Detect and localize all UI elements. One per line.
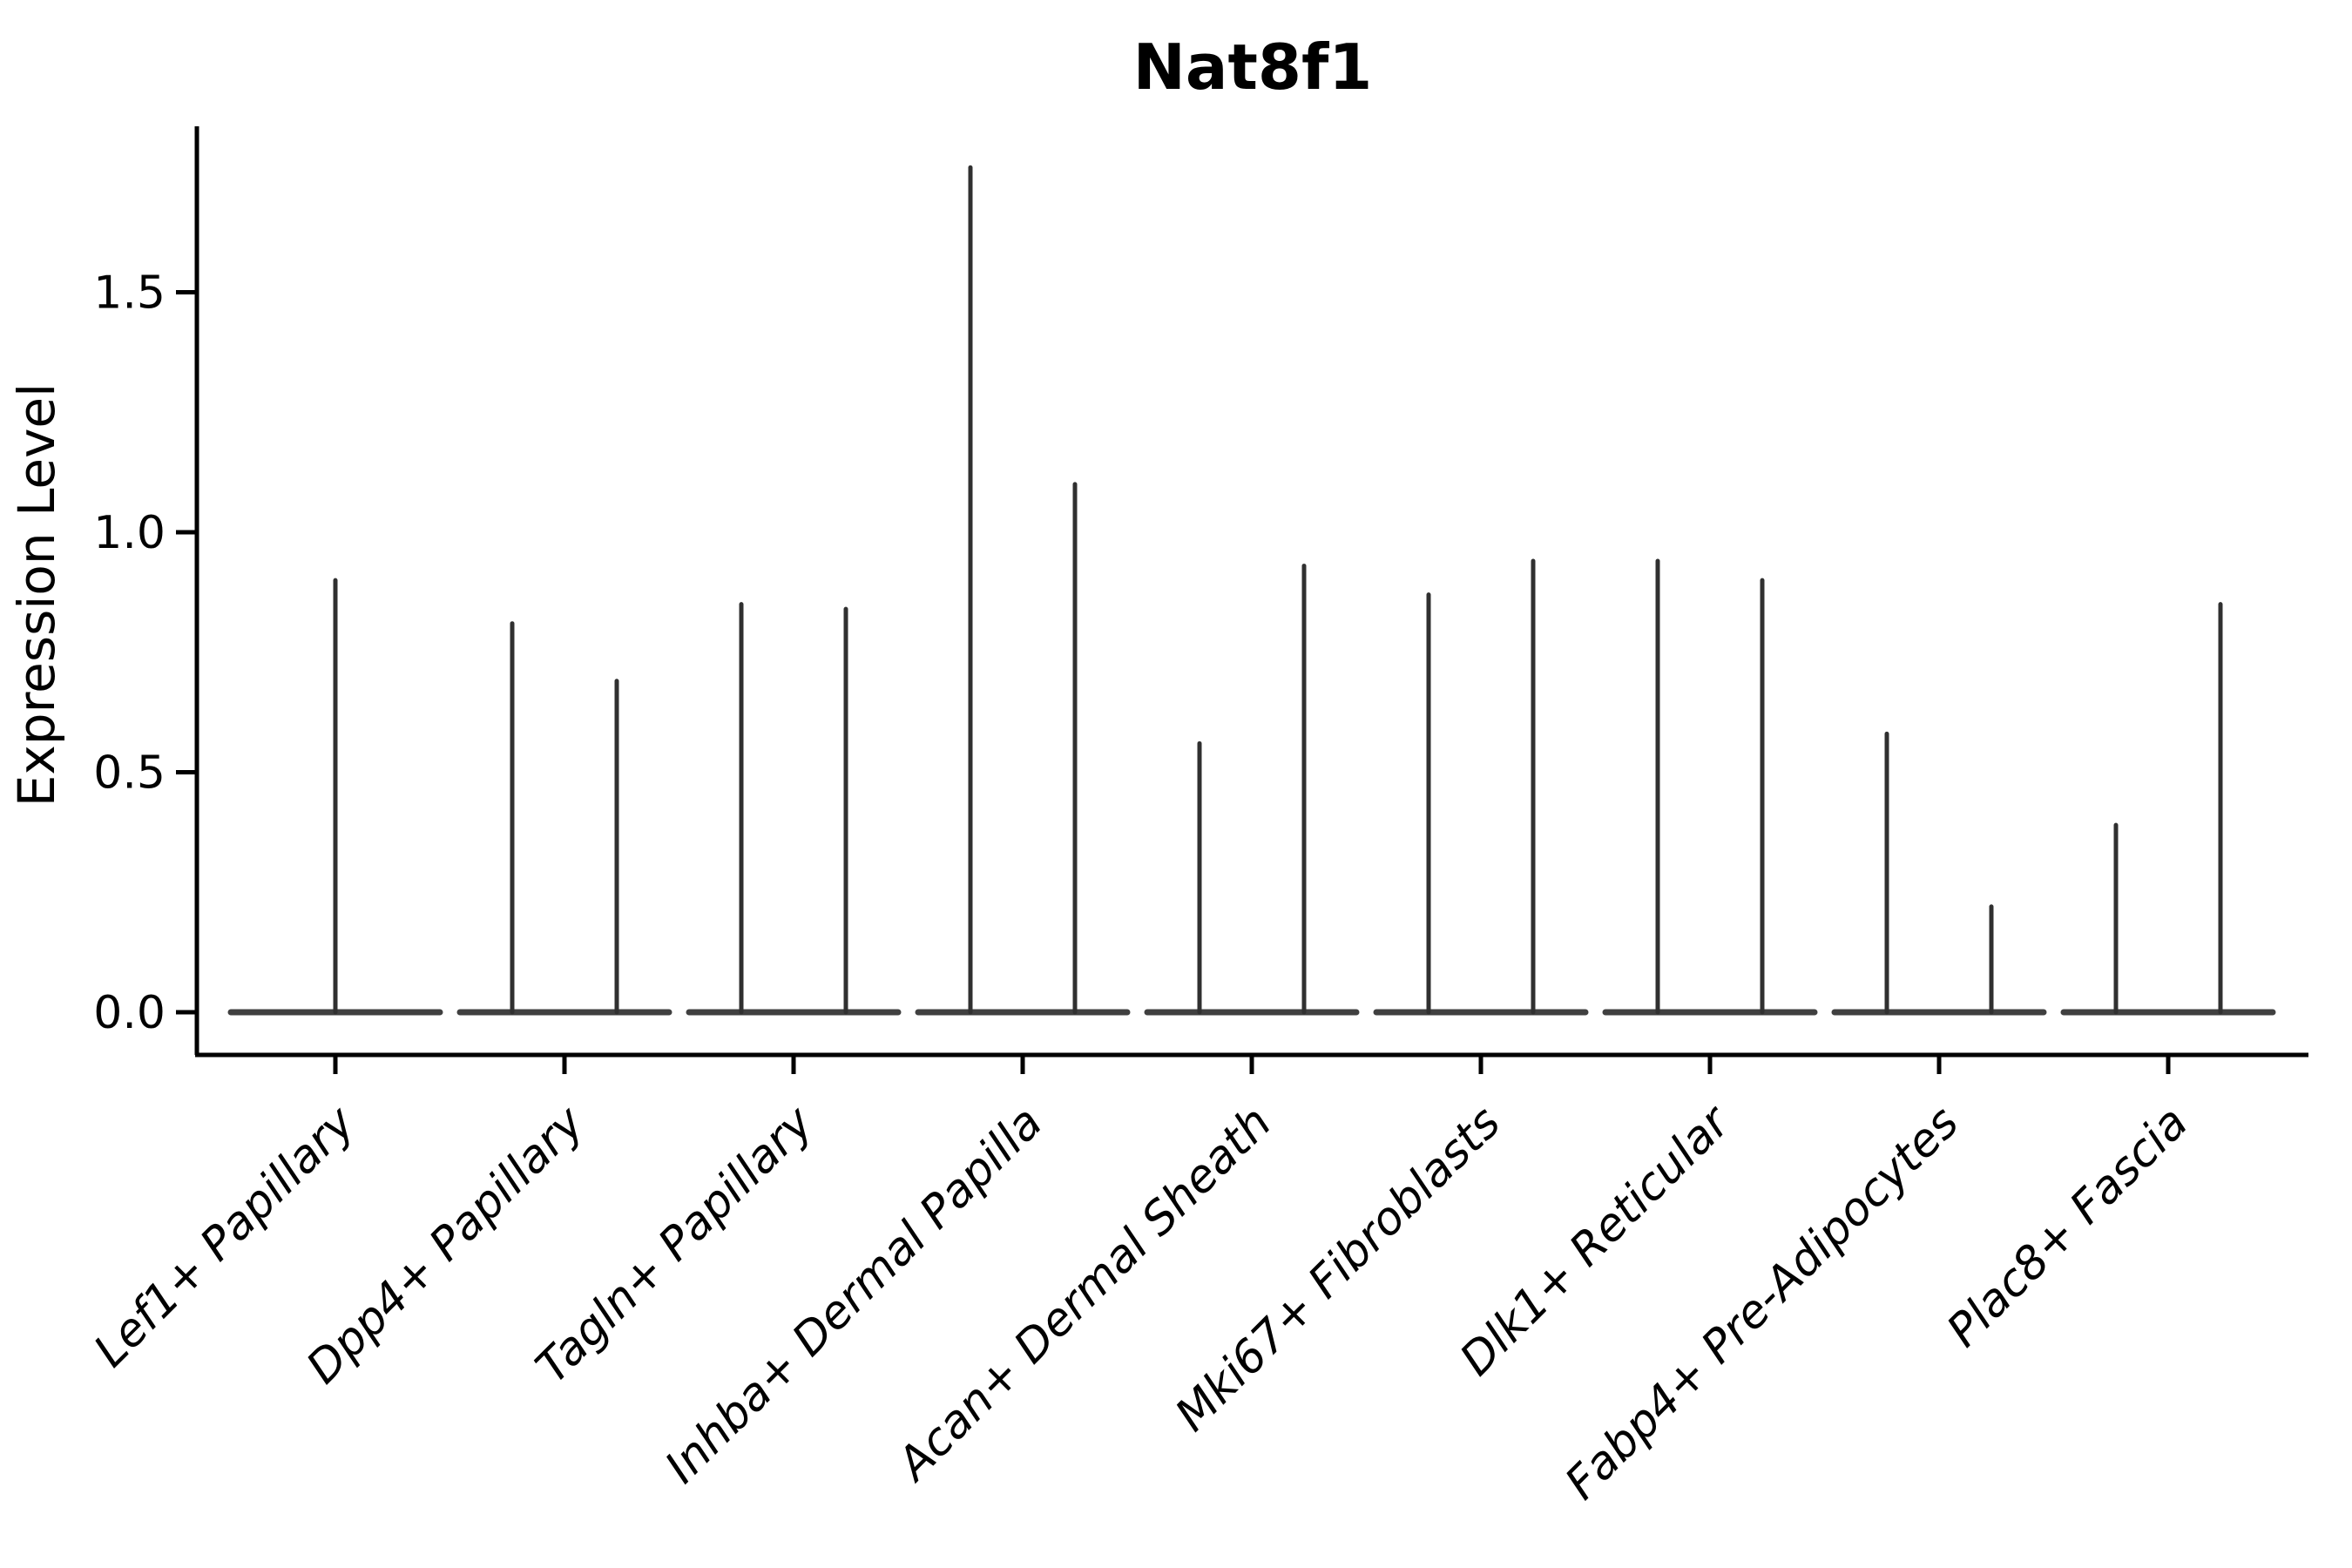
x-tick-label: Acan+ Dermal Sheath [886,1097,1281,1492]
y-tick-label: 1.0 [93,507,166,559]
violin-category [686,602,902,1016]
y-tick-group: 0.0 0.5 1.0 1.5 [93,267,197,1039]
plot-title: Nat8f1 [1133,30,1373,104]
violin-category [915,165,1131,1016]
y-tick-label: 1.5 [93,267,166,320]
x-tick-label: Fabp4+ Pre-Adipocytes [1556,1097,1970,1511]
violin-category [1144,564,1360,1016]
y-tick-label: 0.5 [93,747,166,800]
x-tick-label: Inhba+ Dermal Papilla [655,1097,1052,1494]
violins-group [227,165,2276,1016]
y-tick-label: 0.0 [93,987,166,1039]
violin-category [2060,602,2276,1016]
violin-category [1602,558,1818,1016]
violin-category [1831,731,2047,1016]
y-axis-label: Expression Level [7,383,66,807]
violin-category [1373,558,1589,1016]
violin-category [456,621,672,1016]
violin-category [227,578,443,1016]
x-tick-label: Plac8+ Fascia [1937,1097,2198,1357]
